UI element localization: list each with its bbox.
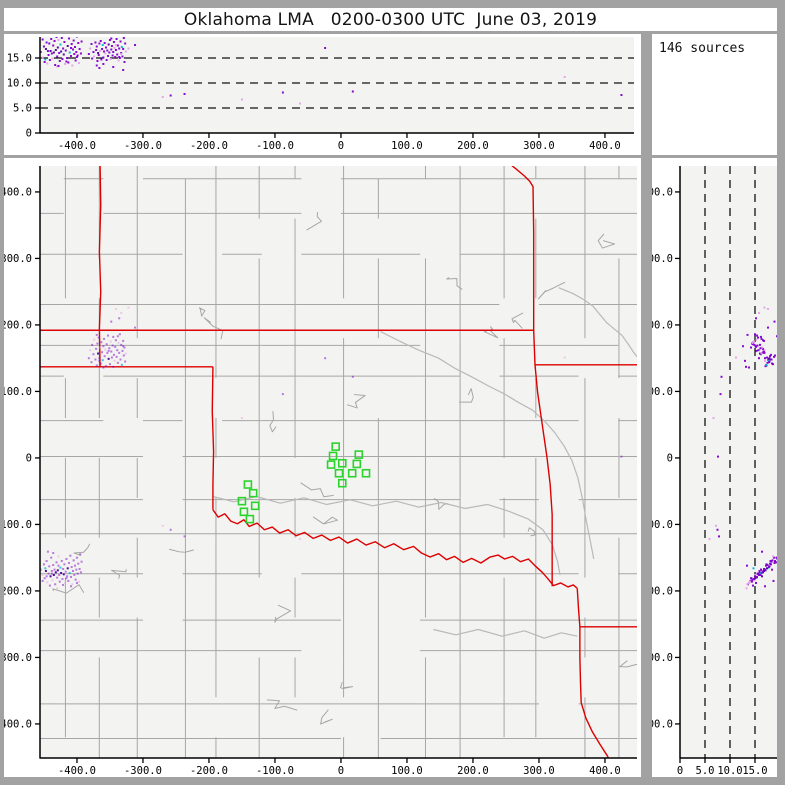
svg-text:400.0: 400.0: [652, 186, 673, 198]
svg-text:100.0: 100.0: [652, 386, 673, 398]
svg-text:10.0: 10.0: [7, 78, 32, 90]
svg-text:-100.0: -100.0: [652, 519, 673, 531]
svg-text:0: 0: [338, 140, 344, 152]
svg-text:-300.0: -300.0: [124, 765, 162, 777]
svg-text:-200.0: -200.0: [190, 140, 228, 152]
svg-text:0: 0: [667, 452, 673, 464]
svg-text:-100.0: -100.0: [256, 140, 294, 152]
altitude-ns-plot: 0 5.010.015.0 -400.0 -300.0 -200.0 -100.0 0 100…: [652, 166, 777, 777]
plan-view-map: -400.0 -300.0 -200.0 -100.0 0 100.0 200.0 300.0…: [4, 166, 637, 777]
svg-text:0: 0: [677, 765, 683, 777]
svg-text:5.0: 5.0: [696, 765, 715, 777]
svg-text:15.0: 15.0: [7, 53, 32, 65]
svg-text:100.0: 100.0: [391, 765, 423, 777]
svg-text:-400.0: -400.0: [652, 718, 673, 730]
svg-text:400.0: 400.0: [589, 140, 621, 152]
svg-text:0: 0: [26, 128, 32, 140]
title-bar: Oklahoma LMA 0200-0300 UTC June 03, 2019: [4, 8, 777, 31]
svg-text:-400.0: -400.0: [4, 718, 32, 730]
svg-text:300.0: 300.0: [652, 253, 673, 265]
sources-count-label: 146 sources: [659, 41, 746, 56]
svg-text:-100.0: -100.0: [256, 765, 294, 777]
svg-text:300.0: 300.0: [523, 765, 555, 777]
altitude-vs-eastwest-panel: -400.0 -300.0 -200.0 -100.0 0 100.0 200.0 300.0…: [4, 34, 641, 155]
svg-text:-100.0: -100.0: [4, 519, 32, 531]
svg-text:-300.0: -300.0: [652, 652, 673, 664]
svg-text:5.0: 5.0: [13, 103, 32, 115]
plan-view-map-panel: -400.0 -300.0 -200.0 -100.0 0 100.0 200.0 300.0…: [4, 158, 641, 777]
svg-text:100.0: 100.0: [4, 386, 32, 398]
svg-text:200.0: 200.0: [652, 319, 673, 331]
svg-text:200.0: 200.0: [457, 765, 489, 777]
svg-text:-400.0: -400.0: [58, 140, 96, 152]
svg-text:400.0: 400.0: [4, 186, 32, 198]
svg-text:-300.0: -300.0: [124, 140, 162, 152]
svg-text:0: 0: [338, 765, 344, 777]
svg-text:-400.0: -400.0: [58, 765, 96, 777]
svg-text:100.0: 100.0: [391, 140, 423, 152]
svg-text:300.0: 300.0: [523, 140, 555, 152]
svg-text:-300.0: -300.0: [4, 652, 32, 664]
sources-count-box: 146 sources: [652, 34, 777, 155]
altitude-vs-northsouth-panel: 0 5.010.015.0 -400.0 -300.0 -200.0 -100.0 0 100…: [652, 158, 777, 777]
svg-text:10.0: 10.0: [717, 765, 742, 777]
svg-text:15.0: 15.0: [742, 765, 767, 777]
page-title: Oklahoma LMA 0200-0300 UTC June 03, 2019: [183, 9, 598, 30]
svg-text:200.0: 200.0: [4, 319, 32, 331]
svg-text:0: 0: [26, 452, 32, 464]
altitude-ew-plot: -400.0 -300.0 -200.0 -100.0 0 100.0 200.0 300.0…: [7, 37, 634, 152]
svg-text:400.0: 400.0: [589, 765, 621, 777]
svg-text:-200.0: -200.0: [652, 585, 673, 597]
svg-text:300.0: 300.0: [4, 253, 32, 265]
svg-text:-200.0: -200.0: [4, 585, 32, 597]
svg-text:200.0: 200.0: [457, 140, 489, 152]
svg-text:-200.0: -200.0: [190, 765, 228, 777]
